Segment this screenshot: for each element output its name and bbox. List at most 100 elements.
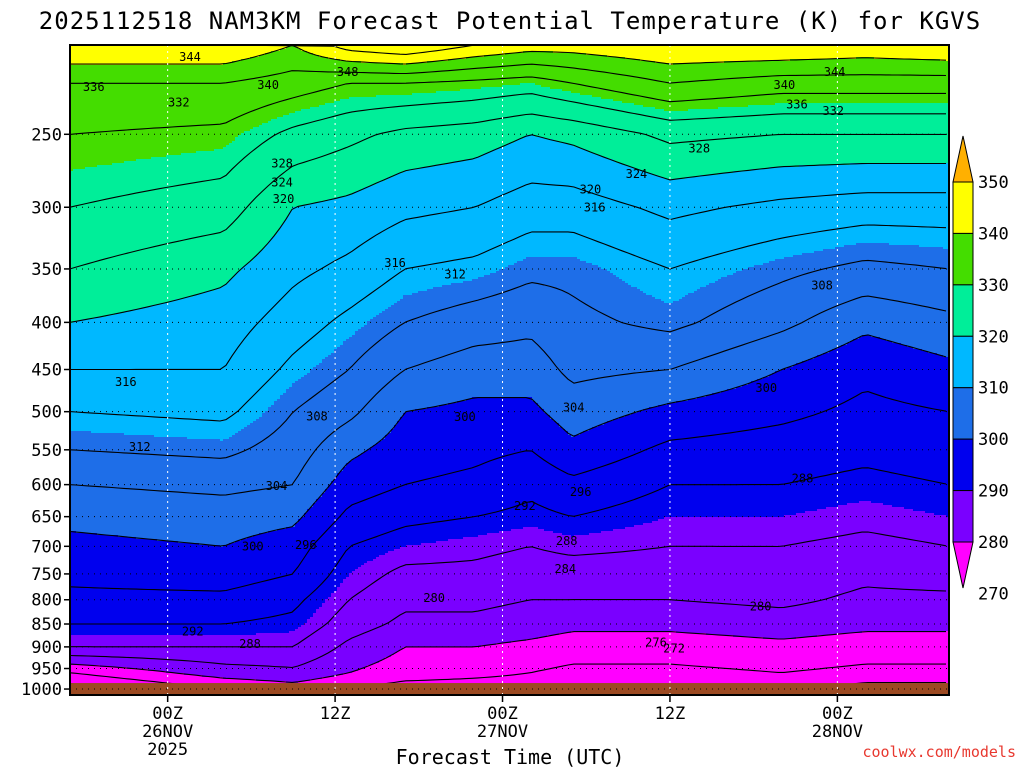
fill-cell — [643, 45, 647, 62]
fill-cell — [934, 353, 938, 516]
fill-cell — [778, 371, 782, 518]
fill-cell — [637, 105, 641, 170]
fill-cell — [73, 45, 77, 66]
fill-cell — [490, 397, 494, 534]
fill-cell — [502, 45, 506, 56]
fill-cell — [166, 155, 170, 304]
fill-cell — [259, 533, 263, 634]
fill-cell — [739, 387, 743, 518]
contour-label: 316 — [584, 200, 606, 214]
fill-cell — [565, 53, 569, 92]
fill-cell — [925, 59, 929, 104]
fill-cell — [286, 47, 290, 116]
fill-cell — [73, 321, 77, 432]
fill-cell — [757, 61, 761, 106]
fill-cell — [616, 631, 620, 695]
fill-cell — [625, 103, 629, 166]
fill-cell — [805, 59, 809, 104]
fill-cell — [616, 45, 620, 58]
fill-cell — [367, 187, 371, 322]
fill-cell — [826, 59, 830, 104]
fill-cell — [391, 429, 395, 552]
fill-cell — [934, 59, 938, 104]
fill-cell — [811, 45, 815, 60]
contour-label: 324 — [626, 167, 648, 181]
fill-cell — [280, 49, 284, 118]
fill-cell — [121, 635, 125, 668]
fill-cell — [574, 535, 578, 632]
fill-cell — [691, 293, 695, 400]
fill-cell — [868, 57, 872, 104]
fill-cell — [220, 635, 224, 678]
fill-cell — [562, 53, 566, 92]
fill-cell — [130, 45, 134, 66]
fill-cell — [463, 89, 467, 162]
fill-cell — [928, 59, 932, 104]
fill-cell — [331, 593, 335, 678]
fill-cell — [424, 647, 428, 695]
fill-cell — [439, 647, 443, 695]
fill-cell — [661, 519, 665, 632]
fill-cell — [292, 631, 296, 684]
fill-cell — [721, 517, 725, 636]
fill-cell — [796, 363, 800, 514]
fill-cell — [205, 291, 209, 440]
fill-cell — [361, 327, 365, 454]
fill-cell — [751, 45, 755, 62]
fill-cell — [880, 163, 884, 244]
fill-cell — [838, 45, 842, 60]
fill-cell — [688, 633, 692, 695]
fill-cell — [871, 57, 875, 104]
fill-cell — [163, 303, 167, 438]
fill-cell — [832, 45, 836, 60]
contour-label: 324 — [271, 175, 293, 189]
fill-cell — [184, 45, 188, 66]
fill-cell — [376, 663, 380, 695]
fill-cell — [325, 357, 329, 490]
fill-cell — [70, 635, 74, 666]
fill-cell — [742, 517, 746, 638]
fill-cell — [259, 633, 263, 682]
fill-cell — [568, 145, 572, 258]
ground-surface — [70, 683, 949, 695]
fill-cell — [883, 45, 887, 60]
fill-cell — [736, 61, 740, 108]
fill-cell — [484, 87, 488, 154]
fill-cell — [139, 669, 143, 695]
fill-cell — [427, 543, 431, 648]
fill-cell — [592, 45, 596, 56]
fill-cell — [136, 635, 140, 670]
fill-cell — [484, 645, 488, 695]
fill-cell — [217, 545, 221, 636]
fill-cell — [370, 97, 374, 186]
x-tick-label: 26NOV — [142, 722, 193, 742]
fill-cell — [700, 633, 704, 695]
fill-cell — [481, 535, 485, 646]
fill-cell — [472, 57, 476, 90]
fill-cell — [313, 107, 317, 204]
fill-cell — [325, 45, 329, 58]
fill-cell — [364, 325, 368, 452]
fill-cell — [382, 181, 386, 312]
fill-cell — [553, 141, 557, 258]
fill-cell — [694, 109, 698, 178]
fill-cell — [397, 421, 401, 550]
fill-cell — [523, 45, 527, 52]
fill-cell — [790, 103, 794, 168]
fill-cell — [580, 261, 584, 434]
fill-cell — [571, 437, 575, 538]
contour-label: 348 — [337, 65, 359, 79]
fill-cell — [625, 59, 629, 104]
fill-cell — [529, 45, 533, 52]
fill-cell — [895, 631, 899, 695]
fill-cell — [874, 631, 878, 695]
fill-cell — [415, 45, 419, 64]
fill-cell — [760, 379, 764, 518]
fill-cell — [244, 265, 248, 428]
fill-cell — [727, 517, 731, 636]
fill-cell — [406, 647, 410, 695]
fill-cell — [307, 45, 311, 54]
fill-cell — [391, 45, 395, 64]
fill-cell — [334, 591, 338, 676]
fill-cell — [922, 631, 926, 695]
